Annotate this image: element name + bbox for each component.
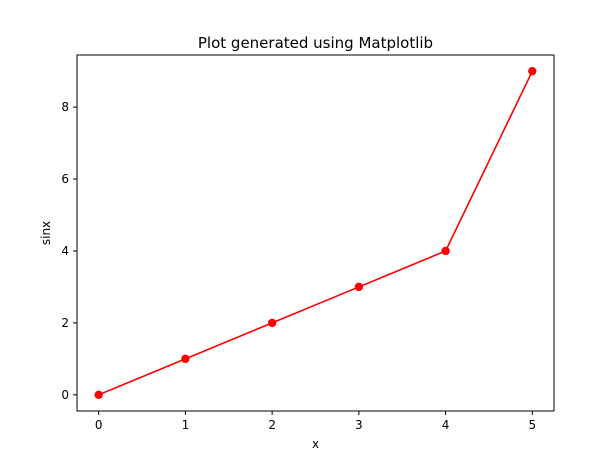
y-tick-label: 6 (61, 172, 69, 186)
y-tick-label: 0 (61, 388, 69, 402)
y-axis-label: sinx (39, 221, 53, 245)
data-point (441, 246, 450, 256)
series-line (98, 70, 534, 396)
x-tick-label: 4 (442, 418, 450, 432)
y-tick-label: 8 (61, 100, 69, 114)
x-tick-label: 1 (182, 418, 190, 432)
data-point (267, 318, 277, 328)
x-tick-label: 5 (528, 418, 536, 432)
data-point (181, 354, 190, 364)
data-point (354, 282, 364, 292)
series-layer (94, 66, 537, 400)
y-tick-label: 2 (61, 316, 69, 330)
plot-area (76, 54, 555, 412)
x-tick-label: 0 (95, 418, 103, 432)
data-point (528, 66, 537, 76)
x-axis-ticks: 0 1 2 3 4 5 (95, 411, 536, 432)
y-tick-label: 4 (61, 244, 69, 258)
chart-title: Plot generated using Matplotlib (198, 34, 433, 52)
y-axis-ticks: 0 2 4 6 8 (61, 100, 77, 402)
data-point (94, 390, 103, 400)
x-tick-label: 2 (268, 418, 276, 432)
x-tick-label: 3 (355, 418, 363, 432)
x-axis-label: x (312, 437, 319, 451)
